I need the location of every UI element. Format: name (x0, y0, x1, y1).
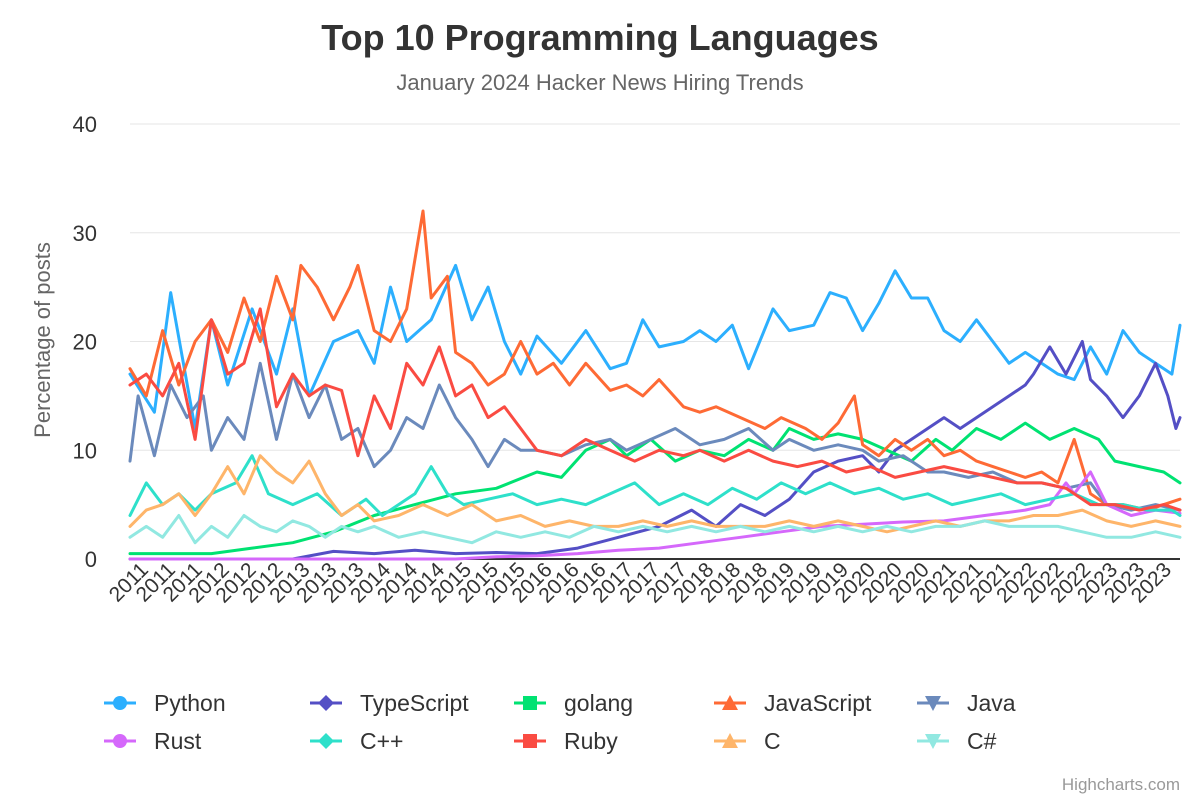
legend-label: Python (154, 690, 226, 716)
legend-item-golang[interactable]: golang (514, 690, 633, 716)
series-layer (128, 209, 1182, 561)
legend-label: Ruby (564, 728, 618, 754)
legend-item-c[interactable]: C (714, 728, 781, 754)
legend: Python TypeScript golang JavaScript Java Rust… (104, 690, 1016, 754)
legend-marker-circle-icon (113, 734, 127, 748)
series-line-python[interactable] (128, 263, 1182, 430)
y-axis-ticks: 0 10 20 30 40 (73, 112, 97, 572)
legend-label: TypeScript (360, 690, 469, 716)
chart-subtitle: January 2024 Hacker News Hiring Trends (396, 70, 803, 95)
y-tick-label: 40 (73, 112, 97, 137)
legend-marker-square-icon (523, 734, 537, 748)
legend-label: C++ (360, 728, 403, 754)
legend-marker-circle-icon (113, 696, 127, 710)
legend-item-typescript[interactable]: TypeScript (310, 690, 469, 716)
legend-item-c[interactable]: C# (917, 728, 997, 754)
series-line-c[interactable] (128, 454, 1182, 517)
series-line-rust[interactable] (128, 470, 1182, 561)
legend-label: C (764, 728, 781, 754)
y-tick-label: 20 (73, 330, 97, 355)
y-tick-label: 30 (73, 221, 97, 246)
series-line-ruby[interactable] (128, 307, 1182, 512)
y-tick-label: 0 (85, 547, 97, 572)
chart-title: Top 10 Programming Languages (321, 17, 878, 58)
legend-item-ruby[interactable]: Ruby (514, 728, 618, 754)
credits-link[interactable]: Highcharts.com (1062, 775, 1180, 794)
legend-item-python[interactable]: Python (104, 690, 226, 716)
legend-item-rust[interactable]: Rust (104, 728, 202, 754)
legend-marker-diamond-icon (318, 695, 334, 711)
legend-marker-triangle-down-icon (925, 734, 941, 749)
legend-marker-triangle-icon (722, 695, 738, 710)
series-line-javascript[interactable] (128, 209, 1182, 512)
y-axis-label: Percentage of posts (30, 242, 55, 438)
legend-label: Rust (154, 728, 202, 754)
legend-marker-triangle-icon (722, 733, 738, 748)
legend-marker-triangle-down-icon (925, 696, 941, 711)
legend-label: C# (967, 728, 997, 754)
series-line-golang[interactable] (128, 421, 1182, 556)
series-line-c[interactable] (128, 514, 1182, 545)
legend-item-c[interactable]: C++ (310, 728, 403, 754)
legend-label: golang (564, 690, 633, 716)
y-tick-label: 10 (73, 438, 97, 463)
series-line-typescript[interactable] (128, 340, 1182, 561)
legend-item-java[interactable]: Java (917, 690, 1016, 716)
legend-marker-diamond-icon (318, 733, 334, 749)
legend-label: Java (967, 690, 1016, 716)
legend-marker-square-icon (523, 696, 537, 710)
legend-label: JavaScript (764, 690, 872, 716)
legend-item-javascript[interactable]: JavaScript (714, 690, 872, 716)
